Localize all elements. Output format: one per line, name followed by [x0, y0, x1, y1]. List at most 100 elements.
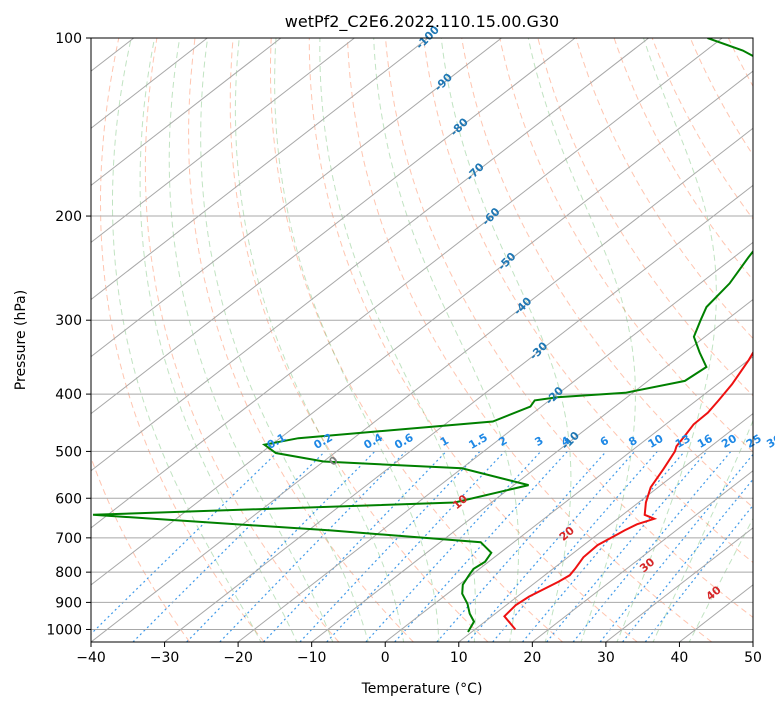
- moist-adiabat: [688, 517, 753, 642]
- mixing-ratio-label: 20: [719, 432, 739, 451]
- mixing-ratio-line: [219, 450, 407, 642]
- mixing-ratio-line: [394, 450, 568, 642]
- moist-adiabat-label: 40: [704, 583, 724, 603]
- chart-title: wetPf2_C2E6.2022.110.15.00.G30: [285, 12, 559, 32]
- isotherm-label: -80: [448, 115, 471, 138]
- y-tick-label: 1000: [46, 622, 82, 638]
- y-tick-label: 400: [55, 387, 82, 403]
- isotherm-line: [91, 38, 429, 301]
- x-tick-label: 20: [523, 650, 541, 666]
- mixing-ratio-label: 0.4: [361, 431, 385, 452]
- isotherm-line: [605, 527, 753, 642]
- mixing-ratio-line: [467, 450, 636, 642]
- x-tick-label: 10: [450, 650, 468, 666]
- mixing-ratio-line: [492, 451, 658, 642]
- y-tick-label: 700: [55, 531, 82, 547]
- mixing-ratio-line: [599, 453, 753, 642]
- isotherm-label: -90: [432, 71, 455, 94]
- mixing-ratio-label: 10: [646, 432, 666, 451]
- dry-adiabat: [346, 38, 713, 642]
- x-tick-label: −30: [150, 650, 180, 666]
- y-tick-label: 900: [55, 595, 82, 611]
- mixing-ratio-label: 16: [695, 432, 715, 451]
- mixing-ratio-line: [326, 450, 506, 642]
- moist-adiabat-label: 20: [557, 524, 577, 544]
- moist-adiabat: [200, 38, 369, 642]
- isotherm-label: -50: [495, 250, 518, 273]
- dry-adiabat: [385, 38, 753, 619]
- isotherm-line: [91, 38, 355, 244]
- moist-adiabat: [112, 38, 262, 642]
- plot-frame: [90, 37, 754, 643]
- y-tick-label: 600: [55, 491, 82, 507]
- isotherm-line: [91, 38, 282, 186]
- mixing-ratio-line: [436, 450, 607, 642]
- moist-adiabat-label: 0: [326, 453, 340, 468]
- mixing-ratio-label: 0.2: [312, 431, 335, 452]
- isotherm-label: -30: [527, 339, 550, 362]
- isotherm-line: [458, 413, 753, 642]
- dry-adiabat: [423, 38, 753, 564]
- x-tick-label: 0: [381, 650, 390, 666]
- moist-adiabat: [274, 38, 440, 642]
- y-tick-label: 500: [55, 444, 82, 460]
- x-axis-title: Temperature (°C): [361, 681, 483, 697]
- moist-adiabat-label: 10: [450, 492, 470, 512]
- mixing-ratio-line: [186, 450, 376, 642]
- isotherm-line: [237, 241, 753, 642]
- moist-adiabat: [139, 38, 298, 642]
- dry-adiabat: [461, 38, 753, 508]
- mixing-ratio-label: 6: [598, 434, 611, 449]
- moist-adiabat: [168, 38, 334, 642]
- x-tick-label: 40: [671, 650, 689, 666]
- x-tick-label: 30: [597, 650, 615, 666]
- isotherm-line: [91, 38, 502, 358]
- moist-adiabat: [652, 419, 753, 642]
- mixing-ratio-line: [263, 450, 447, 642]
- plot-area: [0, 38, 775, 642]
- x-tick-label: 50: [744, 650, 762, 666]
- isotherm-line: [91, 70, 753, 586]
- mixing-ratio-line: [644, 504, 753, 642]
- mixing-ratio-line: [622, 478, 753, 642]
- mixing-ratio-line: [132, 450, 326, 642]
- isotherm-line: [384, 355, 753, 642]
- dry-adiabat: [767, 38, 775, 642]
- temperature-profile: [503, 350, 753, 631]
- isotherm-label: -60: [479, 205, 502, 228]
- mixing-ratio-label: 30: [764, 432, 775, 451]
- mixing-ratio-line: [299, 450, 481, 642]
- mixing-ratio-line: [572, 451, 732, 642]
- isotherm-label: -70: [464, 160, 487, 183]
- y-axis-title: Pressure (hPa): [13, 290, 29, 390]
- dry-adiabat: [575, 38, 753, 340]
- isotherm-line: [91, 38, 208, 129]
- mixing-ratio-line: [91, 450, 279, 635]
- mixing-ratio-label: 3: [532, 434, 545, 449]
- dewpoint-profile: [92, 38, 753, 633]
- dry-adiabat: [144, 38, 340, 642]
- moist-adiabat: [234, 38, 405, 642]
- y-tick-label: 200: [55, 209, 82, 225]
- moist-adiabat: [527, 38, 636, 642]
- mixing-ratio-line: [365, 450, 542, 642]
- x-tick-label: −40: [76, 650, 106, 666]
- dry-adiabat: [91, 456, 191, 642]
- y-tick-label: 300: [55, 313, 82, 329]
- y-tick-label: 100: [55, 31, 82, 47]
- y-tick-label: 800: [55, 565, 82, 581]
- isotherm-line: [311, 298, 753, 642]
- isotherm-line: [91, 127, 753, 642]
- dry-adiabat: [499, 38, 753, 453]
- dry-adiabat: [651, 38, 753, 220]
- isotherm-line: [91, 38, 723, 529]
- x-tick-label: −20: [223, 650, 253, 666]
- mixing-ratio-line: [546, 451, 708, 642]
- isotherm-line: [532, 470, 753, 642]
- dry-adiabat: [188, 38, 414, 642]
- dry-adiabat: [689, 38, 753, 156]
- isotherm-line: [91, 38, 649, 472]
- mixing-ratio-label: 0.6: [392, 431, 416, 452]
- isotherm-line: [0, 38, 60, 642]
